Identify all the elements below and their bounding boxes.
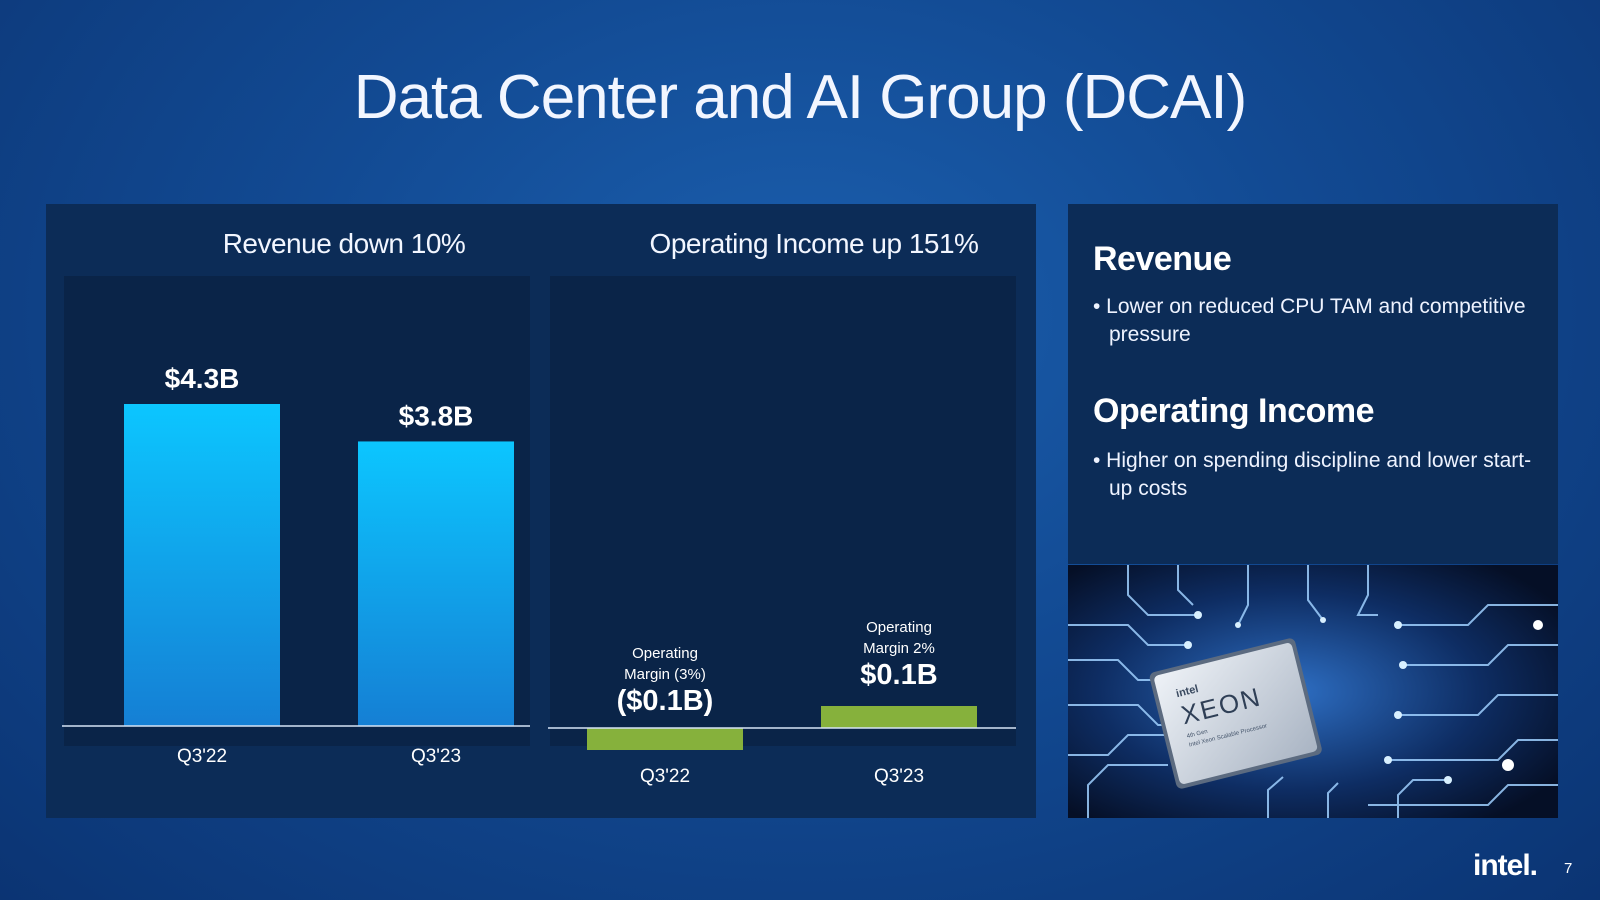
revenue-heading: Revenue [1093,240,1232,278]
income-bar-1 [587,728,743,750]
income-chart-title: Operating Income up 151% [649,228,979,259]
revenue-bar-1 [124,404,280,726]
income-margin-label-2-line-2: Margin 2% [863,640,935,657]
slide-title: Data Center and AI Group (DCAI) [353,63,1248,132]
charts-panel: Revenue down 10% Operating Income up 151… [46,204,1036,818]
page-number: 7 [1564,860,1573,877]
intel-logo: intel. [1473,849,1538,882]
revenue-value-label-2: $3.8B [399,400,474,431]
revenue-value-label-1: $4.3B [165,363,240,394]
income-value-label-2: $0.1B [860,659,937,691]
commentary-panel: Revenue • Lower on reduced CPU TAM and c… [1068,204,1558,564]
charts-svg: $4.3B Q3'22 $3.8B Q3'23 ($0.1B) Operating Marg… [62,276,1016,787]
income-category-label-2: Q3'23 [874,766,924,787]
xeon-processor-image: intel XEON 4th Gen Intel Xeon Scalable P… [1068,565,1558,818]
income-bar-2 [821,706,977,728]
income-margin-label-1-line-2: Margin (3%) [624,666,706,683]
revenue-bullet: • Lower on reduced CPU TAM and competiti… [1093,295,1526,346]
chip-brand-text: intel [1175,683,1200,700]
income-value-label-1: ($0.1B) [617,685,714,717]
operating-income-heading: Operating Income [1093,392,1375,430]
operating-income-bullet: • Higher on spending discipline and lowe… [1093,449,1532,500]
circuit-board-illustration: intel XEON 4th Gen Intel Xeon Scalable P… [1068,565,1558,818]
revenue-category-label-1: Q3'22 [177,746,227,767]
income-category-label-1: Q3'22 [640,766,690,787]
income-plot-area [550,276,1016,746]
revenue-bar-2 [358,441,514,726]
chip-caption-1: 4th Gen [1186,729,1208,740]
revenue-category-label-2: Q3'23 [411,746,461,767]
revenue-chart-title: Revenue down 10% [222,228,466,259]
income-margin-label-1-line-1: Operating [632,645,698,662]
income-margin-label-2-line-1: Operating [866,619,932,636]
